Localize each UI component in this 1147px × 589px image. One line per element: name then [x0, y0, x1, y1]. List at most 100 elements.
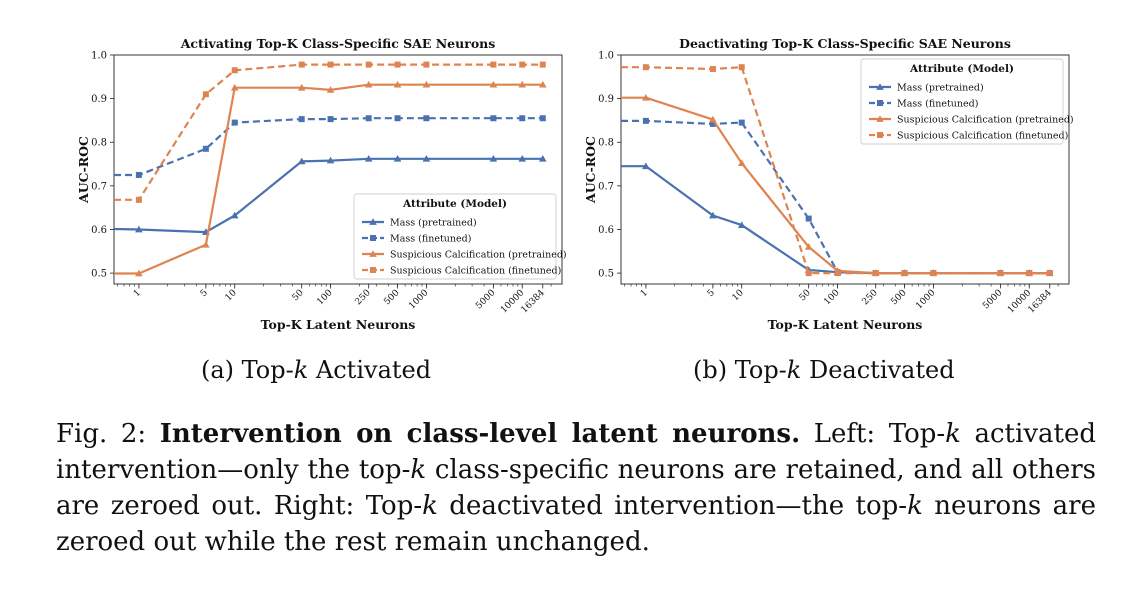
legend-swatch-marker	[877, 132, 883, 138]
figure-caption: Fig. 2: Intervention on class-level late…	[56, 419, 1096, 557]
data-point	[202, 91, 209, 98]
x-tick-label: 100	[315, 288, 334, 307]
x-tick-label: 10	[224, 288, 239, 303]
data-point	[519, 61, 526, 68]
y-axis-label: AUC-ROC	[583, 136, 598, 204]
data-point	[1026, 270, 1033, 277]
data-point	[709, 115, 717, 123]
legend-swatch-marker	[369, 250, 377, 257]
data-point	[872, 270, 879, 277]
data-point	[135, 269, 143, 277]
legend: Attribute (Model) Mass (pretrained) Mass (…	[860, 58, 1074, 145]
data-point	[365, 115, 372, 122]
legend-swatch-marker	[877, 100, 883, 106]
subcaption-b: (b) Top-k Deactivated	[693, 356, 955, 384]
legend-swatch-marker	[369, 218, 377, 225]
y-tick-label: 0.6	[91, 225, 107, 236]
subcaption-a: (a) Top-k Activated	[201, 356, 432, 384]
legend-entry-label: Mass (pretrained)	[390, 218, 477, 229]
data-point	[135, 225, 143, 233]
data-point	[539, 115, 546, 122]
data-point	[231, 119, 238, 126]
legend-entry-label: Mass (pretrained)	[897, 83, 984, 94]
data-point	[327, 61, 334, 68]
data-point	[365, 61, 372, 68]
legend-swatch-marker	[876, 115, 884, 122]
chart-title: Activating Top-K Class-Specific SAE Neur…	[180, 36, 496, 51]
data-point	[901, 270, 908, 277]
data-point	[518, 155, 527, 162]
data-point	[298, 61, 305, 68]
data-point	[326, 86, 335, 93]
series-line	[114, 83, 543, 275]
y-tick-label: 1.0	[91, 51, 107, 62]
data-point	[326, 156, 335, 164]
series-line	[621, 165, 1050, 275]
legend-swatch-marker	[370, 235, 376, 241]
legend-entry-label: Mass (finetuned)	[390, 234, 471, 245]
x-tick-label: 5	[706, 288, 717, 299]
x-tick-label: 1000	[914, 288, 937, 311]
data-point	[737, 159, 746, 167]
x-tick-label: 100	[822, 288, 841, 307]
y-tick-label: 0.9	[91, 94, 107, 105]
x-axis-label: Top-K Latent Neurons	[261, 317, 416, 332]
legend-entry-label: Suspicious Calcification (finetuned)	[390, 266, 561, 277]
plot-frame	[113, 54, 563, 285]
data-point	[738, 119, 745, 126]
data-point	[297, 157, 306, 165]
series-line	[113, 157, 543, 234]
legend-title: Attribute (Model)	[402, 198, 507, 210]
data-point	[642, 64, 649, 71]
data-point	[394, 61, 401, 68]
series-line	[621, 66, 1050, 275]
data-point	[297, 83, 306, 91]
y-tick-label: 0.9	[598, 94, 614, 105]
data-point	[202, 145, 209, 152]
data-point	[539, 61, 546, 68]
legend-entry-label: Suspicious Calcification (finetuned)	[897, 131, 1068, 142]
y-tick-label: 0.8	[598, 138, 614, 149]
x-tick-label: 1	[639, 288, 650, 299]
x-tick-label: 250	[354, 288, 373, 307]
series-line	[114, 63, 543, 201]
data-point	[393, 80, 402, 88]
y-tick-label: 0.7	[91, 181, 107, 192]
x-tick-label: 250	[861, 288, 880, 307]
data-point	[298, 116, 305, 123]
data-point	[738, 64, 745, 71]
legend-box	[353, 193, 557, 280]
data-point	[1046, 270, 1053, 277]
data-point	[804, 243, 813, 250]
data-point	[231, 67, 238, 74]
data-point	[805, 215, 812, 222]
x-tick-label: 500	[382, 288, 401, 307]
plot-frame	[620, 54, 1070, 285]
x-tick-label: 5000	[474, 288, 497, 311]
data-point	[737, 221, 746, 228]
series-line	[114, 117, 543, 177]
legend-entry-label: Suspicious Calcification (pretrained)	[390, 250, 567, 261]
legend: Attribute (Model) Mass (pretrained) Mass (…	[353, 193, 567, 280]
data-point	[489, 155, 498, 162]
data-point	[364, 155, 373, 162]
x-tick-label: 1	[132, 288, 143, 299]
x-tick-label: 5000	[981, 288, 1004, 311]
data-point	[135, 196, 142, 203]
x-tick-label: 16384	[1027, 288, 1055, 316]
x-tick-label: 500	[889, 288, 908, 307]
y-tick-label: 1.0	[598, 51, 614, 62]
data-point	[393, 155, 402, 162]
data-point	[490, 61, 497, 68]
legend-swatch-marker	[370, 267, 376, 273]
x-tick-label: 16384	[520, 288, 548, 316]
data-point	[230, 211, 239, 219]
data-point	[202, 240, 210, 248]
y-tick-label: 0.7	[598, 181, 614, 192]
data-point	[642, 93, 650, 101]
data-point	[930, 270, 937, 277]
chart-panel-deactivated: Deactivating Top-K Class-Specific SAE Ne…	[583, 36, 1074, 332]
data-point	[230, 83, 239, 91]
data-point	[423, 115, 430, 122]
